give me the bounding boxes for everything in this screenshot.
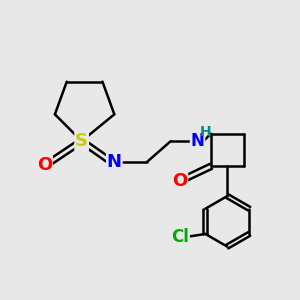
Text: S: S (75, 132, 88, 150)
Text: O: O (172, 172, 187, 190)
Text: Cl: Cl (171, 228, 189, 246)
Text: N: N (107, 153, 122, 171)
Text: N: N (190, 132, 205, 150)
Text: O: O (37, 156, 52, 174)
Text: H: H (200, 124, 212, 139)
